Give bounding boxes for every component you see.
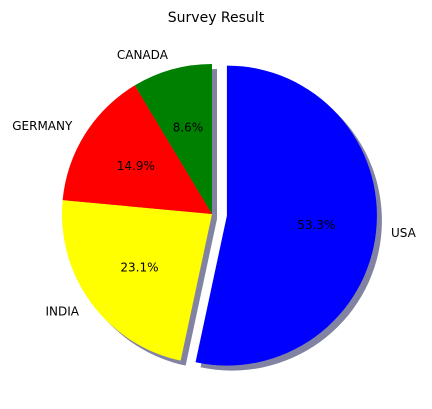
chart-title: Survey Result [168,10,265,26]
category-label-canada: CANADA [117,48,169,62]
percent-label-india: 23.1% [120,260,158,274]
slice-layer [62,64,377,366]
category-label-germany: GERMANY [12,119,73,133]
category-label-usa: USA [391,226,417,240]
category-label-india: INDIA [46,305,80,319]
percent-label-germany: 14.9% [117,159,155,173]
percent-label-usa: 53.3% [297,218,335,232]
percent-label-canada: 8.6% [173,120,204,134]
pie-slice-usa [196,66,377,366]
